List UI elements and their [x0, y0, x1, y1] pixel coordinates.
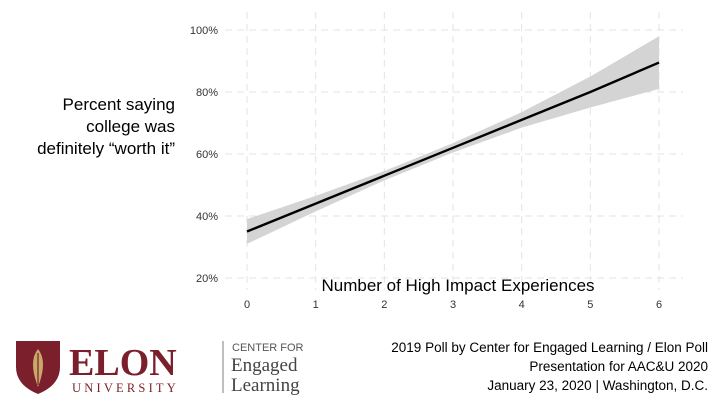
- x-tick-label: 1: [313, 299, 319, 311]
- shield-icon: [16, 341, 60, 394]
- x-tick-label: 3: [450, 299, 456, 311]
- y-axis-label-line-1: Percent saying: [62, 95, 175, 114]
- y-axis-label-line-3: definitely “worth it”: [37, 139, 175, 158]
- learning-text: Learning: [231, 375, 300, 396]
- x-tick-label: 4: [519, 299, 525, 311]
- y-tick-label: 80%: [196, 87, 218, 99]
- y-tick-label: 60%: [196, 149, 218, 161]
- confidence-band: [247, 36, 659, 244]
- y-axis-label-line-2: college was: [86, 117, 175, 136]
- footer-line-2: Presentation for AAC&U 2020: [529, 359, 708, 374]
- footer-attribution: 2019 Poll by Center for Engaged Learning…: [391, 338, 708, 395]
- elon-wordmark: ELON: [69, 342, 177, 384]
- trend-line: [246, 61, 660, 233]
- y-tick-labels: 20% 40% 60% 80% 100%: [190, 25, 218, 285]
- university-wordmark: UNIVERSITY: [72, 381, 179, 395]
- x-tick-label: 5: [587, 299, 593, 311]
- footer-line-1: 2019 Poll by Center for Engaged Learning…: [391, 340, 708, 355]
- y-axis-label: Percent saying college was definitely “w…: [10, 94, 175, 160]
- elon-logo: ELON UNIVERSITY CENTER FOR Engaged Learn…: [16, 341, 304, 396]
- y-tick-label: 100%: [190, 25, 218, 37]
- center-for-text: CENTER FOR: [232, 342, 304, 354]
- x-tick-label: 0: [244, 299, 250, 311]
- x-tick-label: 2: [381, 299, 387, 311]
- x-tick-label: 6: [656, 299, 662, 311]
- footer-line-3: January 23, 2020 | Washington, D.C.: [487, 378, 708, 393]
- engaged-text: Engaged: [231, 355, 298, 376]
- y-tick-label: 20%: [196, 273, 218, 285]
- x-tick-labels: 0 1 2 3 4 5 6: [244, 299, 662, 311]
- y-tick-label: 40%: [196, 211, 218, 223]
- x-axis-label: Number of High Impact Experiences: [321, 276, 594, 295]
- line-chart: 20% 40% 60% 80% 100% 0 1 2 3 4 5 6 Number of High …: [190, 12, 683, 311]
